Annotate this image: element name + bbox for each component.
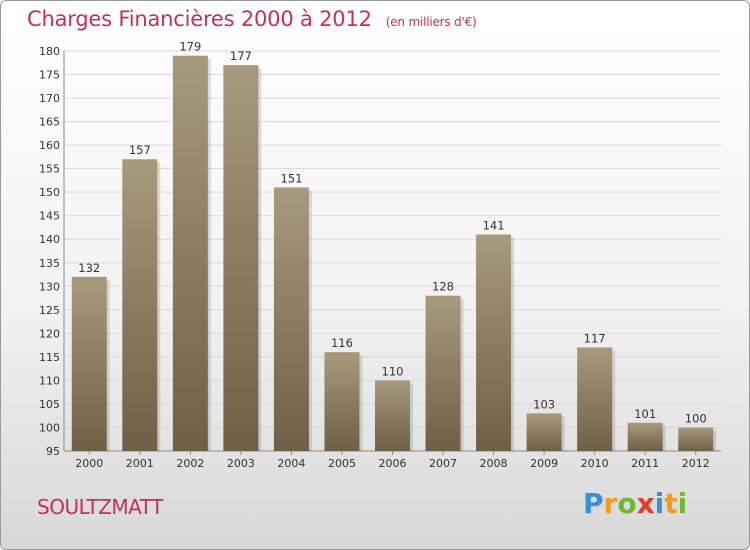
y-tick-label: 100 [39,421,60,434]
y-tick-label: 140 [39,233,60,246]
y-tick-label: 155 [39,163,60,176]
y-tick-label: 105 [39,398,60,411]
y-tick-label: 110 [39,374,60,387]
data-label: 177 [230,49,252,63]
bar [173,56,208,451]
x-tick-label: 2008 [480,457,508,470]
x-tick-label: 2005 [328,457,356,470]
logo-letter: t [664,487,677,520]
bar [223,65,258,451]
bar [527,413,562,451]
bar [628,423,663,451]
x-tick-label: 2010 [581,457,609,470]
data-label: 101 [634,407,656,421]
proxiti-logo: Proxiti [583,487,687,520]
y-tick-label: 120 [39,327,60,340]
y-tick-label: 175 [39,69,60,82]
y-tick-label: 150 [39,186,60,199]
data-label: 179 [179,40,201,54]
bar [577,347,612,451]
x-tick-label: 2001 [126,457,154,470]
y-tick-label: 145 [39,210,60,223]
data-label: 157 [129,143,151,157]
x-tick-label: 2011 [631,457,659,470]
data-label: 132 [78,261,100,275]
y-tick-label: 160 [39,139,60,152]
data-label: 151 [280,171,302,185]
logo-letter: i [678,487,688,520]
bar [476,235,511,451]
y-tick-label: 165 [39,116,60,129]
bar [122,159,157,451]
x-tick-label: 2009 [530,457,558,470]
place-name: SOULTZMATT [37,495,163,519]
data-label: 116 [331,336,353,350]
x-tick-label: 2012 [682,457,710,470]
data-label: 128 [432,280,454,294]
y-tick-label: 115 [39,351,60,364]
bar [324,352,359,451]
data-label: 110 [382,364,404,378]
y-tick-label: 130 [39,280,60,293]
logo-letter: o [617,487,636,520]
data-label: 100 [685,411,707,425]
data-label: 141 [483,219,505,233]
bar [678,427,713,451]
y-tick-label: 95 [46,445,60,458]
bar [375,380,410,451]
x-tick-label: 2000 [75,457,103,470]
logo-letter: x [637,487,655,520]
x-tick-label: 2003 [227,457,255,470]
data-label: 117 [584,331,606,345]
logo-letter: P [583,487,604,520]
bar [426,296,461,451]
y-tick-label: 180 [39,45,60,58]
x-tick-label: 2007 [429,457,457,470]
logo-letter: i [655,487,665,520]
y-tick-label: 125 [39,304,60,317]
x-tick-label: 2002 [176,457,204,470]
y-tick-label: 135 [39,257,60,270]
bar [72,277,107,451]
x-tick-label: 2006 [379,457,407,470]
x-tick-label: 2004 [277,457,305,470]
bar [274,187,309,451]
logo-letter: r [604,487,618,520]
y-tick-label: 170 [39,92,60,105]
data-label: 103 [533,397,555,411]
